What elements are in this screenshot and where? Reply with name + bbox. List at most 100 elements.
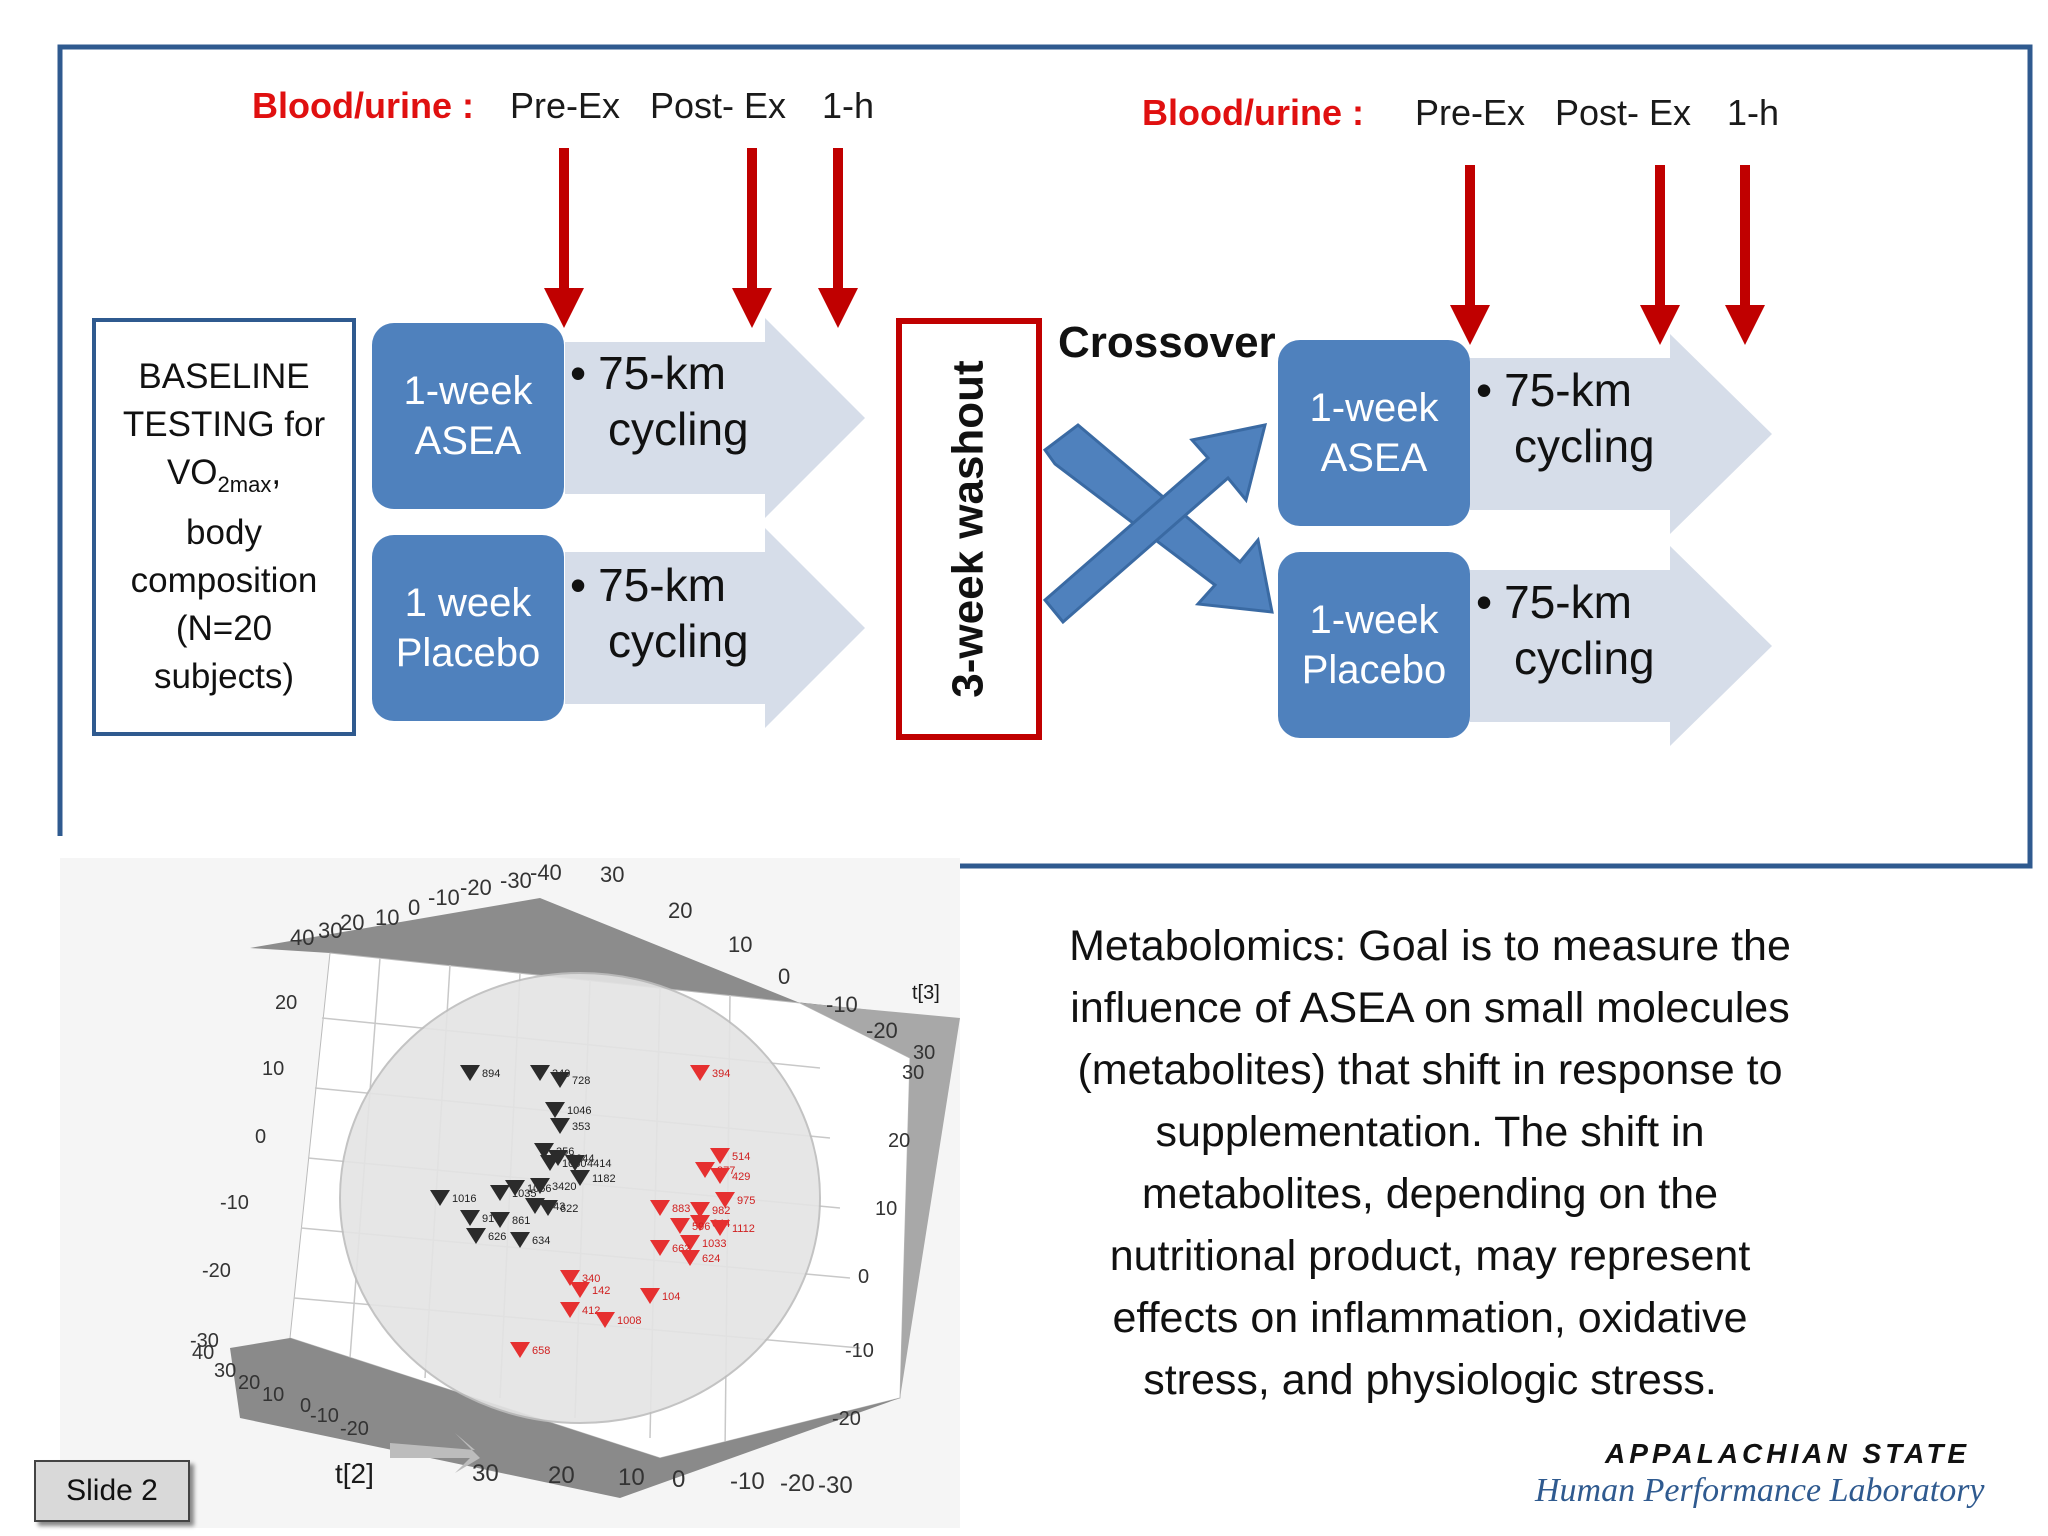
lab-name: Human Performance Laboratory	[1535, 1472, 1985, 1509]
crossover-arrows	[1042, 423, 1274, 625]
plot-left-tick: 0	[300, 1395, 312, 1417]
baseline-line7: subjects)	[153, 657, 295, 696]
plot-bottom-tick: -20	[780, 1470, 815, 1497]
black-marker-label: 3420	[552, 1181, 576, 1193]
phase2-cycling-top-text: • 75-km cycling	[1476, 364, 1655, 472]
timepoint-1h-right: 1-h	[1727, 92, 1780, 133]
plot-top-tick: 40	[290, 925, 315, 950]
red-marker-label: 1008	[617, 1315, 641, 1327]
black-marker-label: 1046	[567, 1105, 591, 1117]
plot-left-tick: 20	[238, 1372, 261, 1394]
red-marker-label: 394	[712, 1068, 730, 1080]
red-marker	[710, 1168, 730, 1184]
baseline-testing-box: BASELINE TESTING for VO2max, body compos…	[92, 318, 356, 736]
plot-right-tick: 20	[888, 1130, 911, 1152]
slide-number-label: Slide 2	[34, 1460, 190, 1522]
plot-right-tick: 10	[875, 1198, 898, 1220]
plot-right-tick: -20	[832, 1408, 861, 1430]
university-brand: APPALACHIAN STATE	[1605, 1438, 1971, 1469]
black-marker	[530, 1065, 550, 1081]
plot-bottom-wall	[230, 1338, 900, 1498]
red-marker-label: 142	[592, 1285, 610, 1297]
red-marker-label: 1033	[702, 1238, 726, 1250]
plot-top-tick: -30	[500, 868, 532, 893]
plot-bottom-tick: 0	[672, 1466, 686, 1493]
plot-top-tick: -20	[866, 1018, 898, 1043]
plot-top-wall	[250, 898, 800, 1003]
timepoint-pre-ex-left: Pre-Ex	[510, 85, 621, 126]
black-marker	[540, 1155, 560, 1171]
black-marker-label: 728	[572, 1075, 590, 1087]
cycling-arrow-phase2-top	[1470, 334, 1772, 534]
black-marker-label: 4414	[587, 1158, 611, 1170]
phase1-asea-box: 1-week ASEA	[372, 323, 564, 509]
plot-right-tick: -10	[845, 1340, 874, 1362]
red-marker-label: 596	[692, 1221, 710, 1233]
plot-top-tick: 30	[318, 918, 343, 943]
plot-left-tick: -20	[340, 1418, 369, 1440]
red-marker-label: 883	[672, 1203, 690, 1215]
black-marker	[460, 1210, 480, 1226]
baseline-vo2: VO2max,	[166, 453, 282, 497]
plot-top-tick: -10	[428, 885, 460, 910]
metabolomics-3d-plot: 8943497281046353356894410604414118210161…	[60, 858, 960, 1528]
red-marker-label: 429	[732, 1171, 750, 1183]
red-marker	[650, 1240, 670, 1256]
plot-top-tick: 0	[408, 895, 421, 920]
cycling-arrow-phase1-bottom	[565, 528, 865, 728]
red-marker-label: 104	[662, 1291, 680, 1303]
red-marker	[710, 1148, 730, 1164]
black-marker	[550, 1072, 570, 1088]
plot-bottom-tick: -10	[730, 1468, 765, 1495]
phase2-asea-box: 1-week ASEA	[1278, 340, 1470, 526]
phase2-placebo-box: 1-week Placebo	[1278, 552, 1470, 738]
phase1-placebo-box: 1 week Placebo	[372, 535, 564, 721]
phase1-cycling-bottom-text: • 75-km cycling	[570, 559, 749, 667]
phase1-cycling-top-text: • 75-km cycling	[570, 347, 749, 455]
red-marker	[695, 1162, 715, 1178]
red-marker	[715, 1192, 735, 1208]
baseline-line5: composition	[130, 561, 318, 600]
red-marker-label: 412	[582, 1305, 600, 1317]
sampling-label-left: Blood/urine :	[252, 85, 474, 126]
black-marker	[490, 1212, 510, 1228]
plot-top-tick: 10	[728, 932, 753, 957]
red-marker	[570, 1282, 590, 1298]
plot-left-tick: -20	[202, 1260, 231, 1282]
red-marker-label: 658	[532, 1345, 550, 1357]
black-marker	[570, 1170, 590, 1186]
red-marker-label: 624	[702, 1253, 720, 1265]
baseline-line4: body	[186, 513, 262, 552]
plot-left-tick: -30	[190, 1330, 219, 1352]
black-marker-label: 634	[532, 1235, 550, 1247]
red-marker-group: 3945148774299758839826445961112103366262…	[510, 1065, 755, 1358]
crossover-label: Crossover	[1058, 318, 1276, 367]
red-marker	[650, 1200, 670, 1216]
plot-axis-t2-label: t[2]	[335, 1458, 374, 1489]
plot-left-tick: 10	[262, 1384, 285, 1406]
black-marker-label: 1182	[592, 1173, 616, 1185]
plot-top-tick: 20	[668, 898, 693, 923]
plot-left-tick: 10	[262, 1058, 285, 1080]
black-marker-label: 626	[488, 1231, 506, 1243]
black-marker	[545, 1102, 565, 1118]
plot-bottom-tick: 30	[472, 1460, 499, 1487]
baseline-line6: (N=20	[175, 609, 273, 648]
black-marker-label: 91	[482, 1213, 494, 1225]
washout-label: 3-week washout	[944, 360, 993, 698]
red-marker	[640, 1288, 660, 1304]
red-marker	[680, 1250, 700, 1266]
red-marker	[690, 1065, 710, 1081]
red-marker	[690, 1215, 710, 1231]
red-marker	[510, 1342, 530, 1358]
red-marker-label: 1112	[732, 1223, 755, 1235]
plot-top-tick: 10	[375, 905, 400, 930]
black-marker	[565, 1155, 585, 1171]
washout-label-wrap: 3-week washout	[896, 318, 1042, 740]
plot-left-tick: 40	[192, 1342, 215, 1364]
black-marker	[530, 1178, 550, 1194]
black-marker	[466, 1228, 486, 1244]
plot-top-tick: -10	[826, 992, 858, 1017]
plot-right-wall	[800, 1003, 960, 1398]
